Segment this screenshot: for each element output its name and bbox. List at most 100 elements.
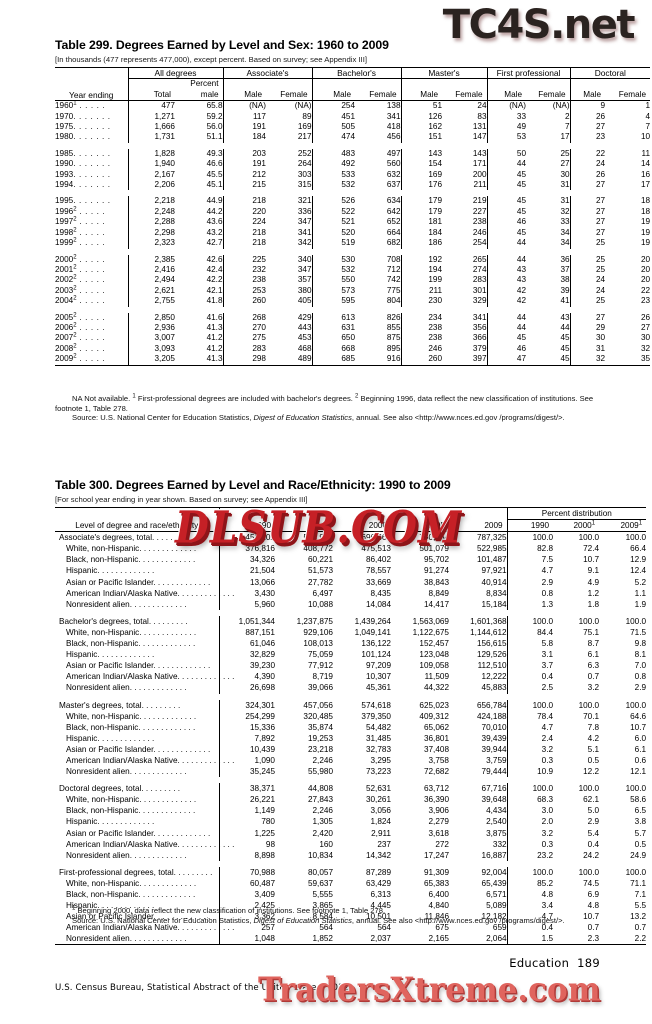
footer-section-and-page: Education 189 — [509, 956, 600, 970]
table-cell-count: 1,563,069 — [412, 616, 449, 626]
row-label-year: 19982 . . . . . — [55, 226, 106, 237]
table-cell: (NA) — [222, 100, 266, 112]
row-label-race: Nonresident alien. . . . . . . . . . . .… — [66, 683, 187, 693]
table-cell: 264 — [297, 159, 312, 169]
row-label-race: White, non-Hispanic. . . . . . . . . . .… — [66, 627, 197, 637]
row-label-race: White, non-Hispanic. . . . . . . . . . .… — [66, 795, 197, 805]
row-label-year: 1980. . . . . . . — [55, 132, 111, 142]
table-cell: 59.2 — [206, 111, 223, 121]
table-cell-count: 8,435 — [370, 588, 392, 598]
table-cell: 443 — [297, 322, 312, 332]
table-cell-percent: 0.5 — [634, 839, 647, 849]
table-cell: 682 — [386, 238, 401, 248]
table-cell-percent: 85.2 — [506, 877, 554, 889]
sub-header-total: Total — [127, 89, 175, 101]
table-cell: 505 — [311, 122, 356, 133]
table-cell-count: 156,615 — [476, 639, 507, 649]
row-label-year: 1993. . . . . . . — [55, 169, 111, 179]
row-label-race: Asian or Pacific Islander. . . . . . . .… — [66, 661, 211, 671]
table-cell-count: 160 — [319, 839, 333, 849]
sub-header-bach-male: Male — [311, 89, 356, 101]
table-cell-percent: 24.9 — [630, 850, 647, 860]
table-row: 19962 . . . . . 2,248 44.2 220 336 522 642 179 2… — [55, 206, 650, 218]
table-row: 20012 . . . . . 2,416 42.4 232 347 532 712 194 2… — [55, 264, 650, 276]
sub-header-spacer — [569, 78, 606, 90]
table-cell-count: 8,849 — [428, 588, 450, 598]
table-cell: 45 — [486, 227, 527, 239]
table-cell: (NA) — [552, 101, 570, 111]
table-cell: 875 — [386, 333, 401, 343]
row-label-race: Black, non-Hispanic. . . . . . . . . . .… — [66, 890, 196, 899]
table-cell-percent: 6.3 — [587, 661, 600, 671]
table-cell-count: 60,221 — [307, 555, 333, 565]
table-cell: 31 — [569, 343, 606, 355]
table-cell: 126 — [400, 111, 443, 123]
table-cell-percent: 5.8 — [506, 638, 554, 650]
table-cell-count: 72,682 — [423, 767, 449, 777]
table-cell: 16 — [640, 169, 651, 179]
table-cell: 215 — [222, 180, 266, 191]
table-cell: 33 — [560, 217, 570, 227]
table-cell: 171 — [472, 159, 487, 169]
table-cell-count: 35,874 — [307, 722, 333, 732]
source-line: Source: U.S. National Center for Educati… — [55, 413, 600, 423]
table-cell: 41 — [560, 296, 570, 306]
table-cell: 855 — [386, 322, 401, 332]
table-cell-count: 14,417 — [423, 599, 449, 609]
table-cell-percent: 1.1 — [634, 588, 647, 598]
table-cell: 45 — [486, 206, 527, 218]
table-cell: 230 — [400, 296, 443, 307]
table-cell: 162 — [400, 122, 443, 133]
table-cell-count: 675 — [435, 923, 449, 933]
table-cell: 227 — [472, 206, 487, 216]
table-cell-count: 32,829 — [218, 649, 275, 661]
table-cell-percent: 62.1 — [583, 795, 600, 805]
table-cell-percent: 100.0 — [506, 615, 554, 627]
table-cell: 298 — [222, 354, 266, 366]
table-cell-count: 45,883 — [481, 683, 507, 693]
table-cell-percent: 0.6 — [634, 755, 647, 765]
row-label-race: American Indian/Alaska Native. . . . . .… — [66, 839, 235, 849]
table-cell: 131 — [472, 122, 487, 132]
table-cell: 191 — [222, 159, 266, 170]
table-cell: 418 — [386, 122, 401, 132]
table-cell: 270 — [222, 322, 266, 334]
table-cell-count: 78,557 — [365, 566, 391, 576]
table-cell: 664 — [386, 227, 401, 237]
table-cell-count: 1,051,344 — [218, 615, 275, 627]
table-row: American Indian/Alaska Native. . . . . .… — [55, 671, 646, 683]
table-cell-count: 4,840 — [428, 901, 450, 911]
table-cell: 4 — [645, 111, 651, 121]
table-cell-percent: 24.2 — [583, 850, 600, 860]
table-cell: 53 — [486, 132, 527, 143]
table-cell: 26 — [569, 111, 606, 123]
table-cell-percent: 3.2 — [587, 683, 600, 693]
row-label-race: Black, non-Hispanic. . . . . . . . . . .… — [66, 555, 196, 565]
table-cell: 238 — [400, 322, 443, 334]
table-cell-count: 3,430 — [218, 587, 275, 599]
table-cell-count: 3,759 — [486, 755, 507, 765]
table-cell-percent: 5.0 — [587, 806, 600, 816]
table-cell-percent: 7.5 — [506, 554, 554, 566]
table-cell: 3,007 — [127, 333, 175, 344]
table-cell-count: 780 — [218, 816, 275, 828]
table-cell-count: 254,299 — [218, 710, 275, 722]
table-cell: 41.3 — [206, 354, 223, 364]
table-cell-count: 59,637 — [307, 878, 333, 888]
table-cell-count: 6,313 — [370, 890, 392, 899]
table-cell: 22 — [569, 148, 606, 160]
table-cell-count: 1,090 — [218, 754, 275, 767]
table-cell: 36 — [560, 254, 570, 264]
table-cell: 31 — [560, 196, 570, 206]
table-cell-percent: 100.0 — [625, 867, 647, 877]
table-cell-percent: 1.2 — [587, 588, 600, 598]
table-cell-count: 2,279 — [428, 817, 450, 827]
table-cell: 24 — [569, 159, 606, 170]
table-cell-percent: 100.0 — [625, 616, 647, 626]
table-row: 20032 . . . . . 2,621 42.1 253 380 573 775 211 3… — [55, 285, 650, 297]
table-cell: 42.4 — [206, 264, 223, 274]
table-cell-count: 2,246 — [312, 806, 334, 816]
table-cell-percent: 4.7 — [506, 721, 554, 733]
table-row: 1980. . . . . . . 1,731 51.1 184 217 474 456 15… — [55, 132, 650, 143]
table-cell: 2,621 — [127, 285, 175, 297]
